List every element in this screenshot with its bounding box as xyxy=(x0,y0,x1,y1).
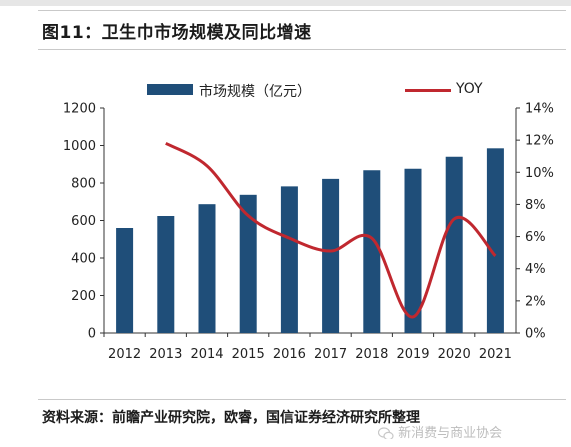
x-tick-label: 2021 xyxy=(479,347,512,362)
y-right-tick-label: 4% xyxy=(525,262,546,277)
header-divider-top xyxy=(38,10,566,11)
yoy-line xyxy=(165,142,497,319)
legend-label-bar: 市场规模（亿元） xyxy=(199,84,311,100)
watermark-text: 新消费与商业协会 xyxy=(398,426,503,441)
y-left-tick-label: 1200 xyxy=(63,102,96,117)
bottom-crop xyxy=(0,439,571,447)
source-note: 资料来源：前瞻产业研究院，欧睿，国信证券经济研究所整理 xyxy=(42,410,420,426)
x-tick-label: 2015 xyxy=(232,347,265,362)
bar xyxy=(280,186,298,333)
wechat-icon xyxy=(378,426,394,440)
bar xyxy=(116,228,134,333)
y-left-tick-label: 200 xyxy=(71,289,96,304)
x-tick-label: 2013 xyxy=(149,347,182,362)
bar xyxy=(198,204,216,333)
bar xyxy=(157,216,175,333)
x-tick-label: 2014 xyxy=(190,347,223,362)
bar xyxy=(486,148,504,333)
header-divider-bottom xyxy=(38,49,566,50)
legend-swatch-bar xyxy=(147,84,193,95)
x-tick-label: 2012 xyxy=(108,347,141,362)
y-right-tick-label: 14% xyxy=(525,102,554,117)
y-right-tick-label: 10% xyxy=(525,166,554,181)
x-tick-label: 2020 xyxy=(438,347,471,362)
legend-label-line: YOY xyxy=(456,81,483,97)
x-tick-label: 2016 xyxy=(273,347,306,362)
y-right-tick-label: 0% xyxy=(525,327,546,342)
footer-divider xyxy=(38,399,566,400)
bar xyxy=(239,194,257,333)
y-right-tick-label: 2% xyxy=(525,294,546,309)
y-right-tick-label: 6% xyxy=(525,230,546,245)
y-left-tick-label: 0 xyxy=(88,327,96,342)
y-left-tick-label: 800 xyxy=(71,177,96,192)
legend-swatch-line xyxy=(405,89,451,92)
bar xyxy=(404,168,422,333)
y-left-tick-label: 600 xyxy=(71,214,96,229)
x-tick-label: 2017 xyxy=(314,347,347,362)
bar xyxy=(445,156,463,333)
x-tick-label: 2018 xyxy=(355,347,388,362)
figure-title: 图11：卫生巾市场规模及同比增速 xyxy=(42,23,312,43)
watermark: 新消费与商业协会 xyxy=(378,422,568,444)
y-left-tick-label: 400 xyxy=(71,252,96,267)
x-tick-label: 2019 xyxy=(396,347,429,362)
bar xyxy=(322,178,340,333)
y-left-tick-label: 1000 xyxy=(63,139,96,154)
y-right-tick-label: 12% xyxy=(525,134,554,149)
top-border xyxy=(0,0,571,6)
y-right-tick-label: 8% xyxy=(525,198,546,213)
bar xyxy=(363,170,381,333)
